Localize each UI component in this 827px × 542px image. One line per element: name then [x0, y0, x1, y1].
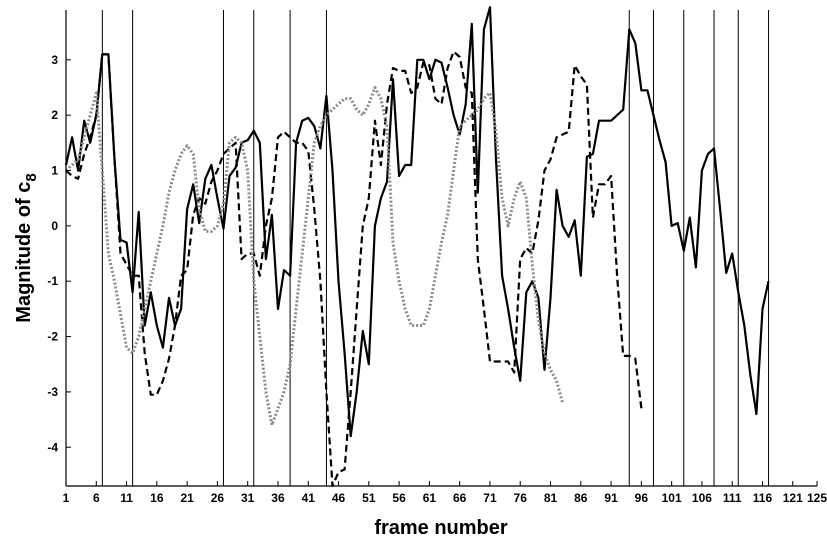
x-tick-label-106: 106: [692, 491, 712, 505]
x-tick-label-66: 66: [453, 491, 467, 505]
x-tick-label-91: 91: [604, 491, 618, 505]
y-axis-title: Magnitude of c8: [13, 173, 40, 322]
y-tick-label--1: -1: [47, 274, 58, 288]
x-ticks: 1 6 11 16 21 26 31 36 41 46 51 56 61 66 71 76 81 86 91 96 10…: [63, 481, 827, 505]
y-tick-label-1: 1: [51, 164, 58, 178]
y-axis-title-main: Magnitude of c: [13, 182, 35, 323]
y-tick-label--3: -3: [47, 385, 58, 399]
plot-background: [66, 10, 817, 486]
series-dotted-line: [64, 86, 565, 427]
x-tick-label-31: 31: [241, 491, 255, 505]
x-tick-label-101: 101: [662, 491, 682, 505]
y-ticks: -4 -3 -2 -1 0 1 2 3: [47, 53, 71, 454]
y-tick-label--2: -2: [47, 330, 58, 344]
y-tick-label-2: 2: [51, 108, 58, 122]
y-tick-label-0: 0: [51, 219, 58, 233]
series-layer: [64, 6, 770, 488]
x-tick-label-76: 76: [514, 491, 528, 505]
x-tick-label-71: 71: [483, 491, 497, 505]
x-tick-label-16: 16: [150, 491, 164, 505]
x-tick-label-41: 41: [302, 491, 316, 505]
series-dashed-line: [65, 50, 643, 488]
axes: [65, 10, 817, 487]
x-tick-label-51: 51: [362, 491, 376, 505]
x-tick-label-96: 96: [635, 491, 649, 505]
x-tick-label-86: 86: [574, 491, 588, 505]
series-solid-line: [64, 6, 770, 438]
plot-area: [66, 10, 817, 486]
y-axis-title-subscript: 8: [23, 173, 40, 181]
x-tick-label-81: 81: [544, 491, 558, 505]
x-tick-label-61: 61: [423, 491, 437, 505]
x-tick-label-121: 121: [783, 491, 803, 505]
x-tick-label-21: 21: [180, 491, 194, 505]
x-tick-label-46: 46: [332, 491, 346, 505]
y-tick-label-3: 3: [51, 53, 58, 67]
x-tick-label-11: 11: [120, 491, 133, 505]
x-tick-label-125: 125: [807, 491, 827, 505]
x-axis-title: frame number: [374, 517, 508, 539]
x-tick-label-56: 56: [392, 491, 406, 505]
y-tick-label--4: -4: [47, 440, 58, 454]
x-tick-label-36: 36: [271, 491, 285, 505]
x-tick-label-26: 26: [211, 491, 225, 505]
x-tick-label-116: 116: [753, 491, 773, 505]
x-tick-label-1: 1: [63, 491, 70, 505]
x-tick-label-111: 111: [723, 491, 742, 505]
x-tick-label-6: 6: [93, 491, 100, 505]
